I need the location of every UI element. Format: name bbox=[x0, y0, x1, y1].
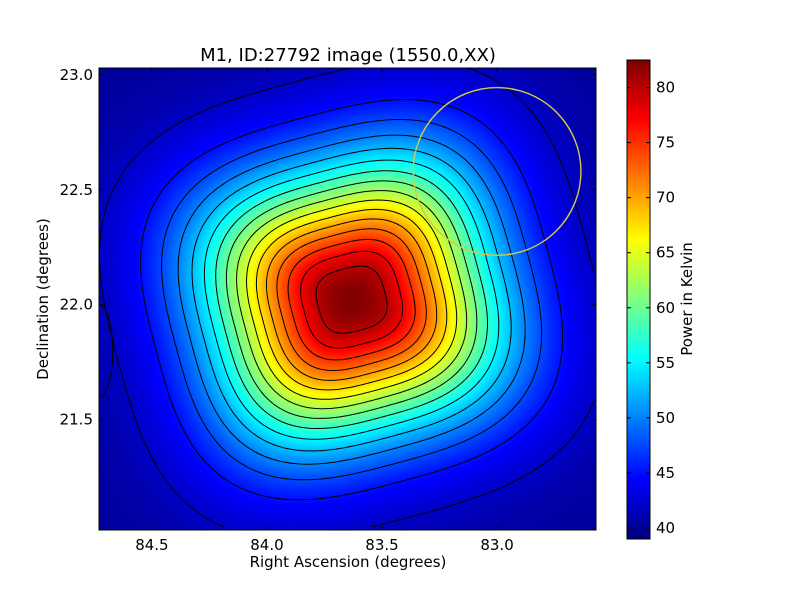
x-tick-label: 84.5 bbox=[135, 536, 168, 554]
y-tick-label: 21.5 bbox=[60, 411, 93, 429]
y-axis-label: Declination (degrees) bbox=[34, 218, 52, 380]
contour-level-12 bbox=[276, 228, 427, 371]
x-axis: 84.5 84.0 83.5 83.0 bbox=[135, 68, 514, 554]
contour-level-13 bbox=[287, 238, 416, 361]
y-tick-label: 22.5 bbox=[60, 181, 93, 199]
marker-circle bbox=[412, 86, 582, 257]
contour-level-10 bbox=[255, 208, 448, 391]
contour-level-15 bbox=[315, 265, 388, 334]
x-tick-label: 83.5 bbox=[365, 536, 398, 554]
plot-area bbox=[98, 67, 597, 531]
colorbar-tick-label: 45 bbox=[656, 464, 675, 482]
contour-level-2 bbox=[161, 119, 543, 481]
colorbar-tick-label: 70 bbox=[656, 189, 675, 207]
chart-title: M1, ID:27792 image (1550.0,XX) bbox=[200, 45, 496, 66]
colorbar-gradient bbox=[627, 60, 650, 539]
colorbar-tick-label: 60 bbox=[656, 299, 675, 317]
contour-level-3 bbox=[177, 134, 526, 465]
edge-contour bbox=[99, 304, 114, 398]
contour-level-6 bbox=[215, 170, 488, 429]
colorbar-tick-label: 65 bbox=[656, 244, 675, 262]
plot-frame bbox=[98, 67, 597, 531]
contour-level-0 bbox=[99, 68, 595, 528]
colorbar-tick-label: 80 bbox=[656, 79, 675, 97]
contour-lines bbox=[99, 68, 595, 528]
colorbar-tick-label: 50 bbox=[656, 409, 675, 427]
overlay-layer bbox=[99, 86, 582, 398]
colorbar-tick-label: 55 bbox=[656, 354, 675, 372]
contour-level-14 bbox=[300, 250, 404, 349]
y-tick-label: 23.0 bbox=[60, 66, 93, 84]
contour-level-5 bbox=[203, 159, 500, 440]
contour-level-11 bbox=[266, 218, 438, 381]
x-axis-label: Right Ascension (degrees) bbox=[250, 553, 447, 571]
y-tick-label: 22.0 bbox=[60, 296, 93, 314]
x-tick-label: 83.0 bbox=[480, 536, 513, 554]
colorbar-tick-label: 40 bbox=[656, 519, 675, 537]
colorbar-tick-label: 75 bbox=[656, 134, 675, 152]
contour-level-1 bbox=[140, 99, 564, 501]
contour-level-4 bbox=[191, 147, 512, 452]
contour-level-8 bbox=[236, 190, 468, 410]
contour-level-9 bbox=[246, 199, 458, 400]
colorbar: 40 45 50 55 60 65 70 75 80 Power in Kelvin bbox=[626, 59, 696, 540]
colorbar-frame bbox=[626, 59, 651, 540]
y-axis: 21.5 22.0 22.5 23.0 bbox=[60, 66, 596, 429]
contour-level-7 bbox=[225, 180, 478, 419]
colorbar-ticks: 40 45 50 55 60 65 70 75 80 bbox=[627, 79, 675, 537]
x-tick-label: 84.0 bbox=[250, 536, 283, 554]
colorbar-label: Power in Kelvin bbox=[678, 242, 696, 356]
heatmap-image bbox=[99, 68, 596, 530]
